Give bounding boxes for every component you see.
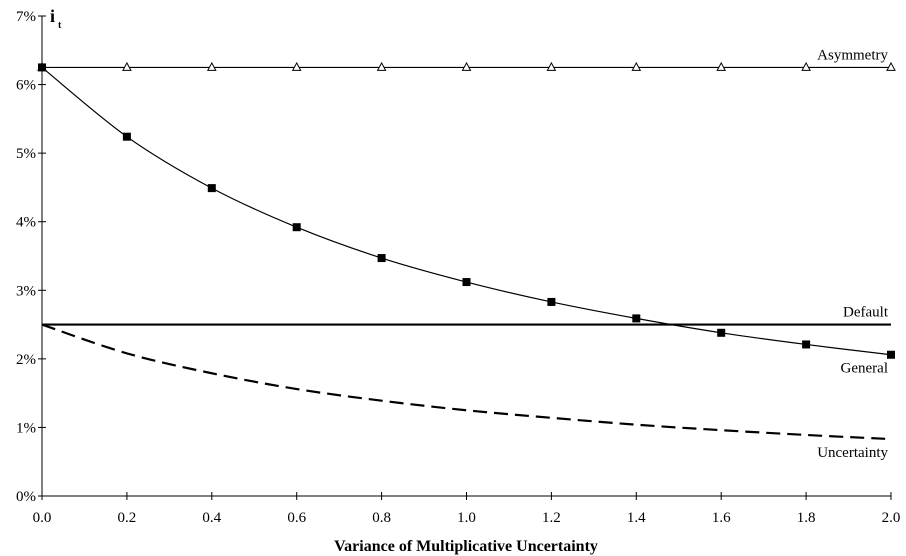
- data-point-asymmetry: [886, 61, 896, 71]
- x-tick-label: 0.6: [287, 510, 306, 526]
- data-point-general: [717, 328, 726, 337]
- y-tick-label: 4%: [16, 215, 36, 231]
- data-point-asymmetry: [631, 61, 642, 71]
- data-point-asymmetry: [291, 61, 302, 71]
- y-tick-label: 1%: [16, 420, 36, 436]
- series-default: Default: [42, 305, 891, 326]
- data-point-general: [547, 297, 556, 306]
- data-point-asymmetry: [376, 61, 387, 71]
- x-tick-label: 2.0: [882, 510, 901, 526]
- y-tick-label: 5%: [16, 146, 36, 162]
- y-tick-label: 0%: [16, 489, 36, 505]
- y-tick-label: 6%: [16, 78, 36, 94]
- y-axis-label: i t: [50, 6, 62, 31]
- series-label-uncertainty: Uncertainty: [817, 445, 888, 461]
- series-label-general: General: [841, 361, 888, 377]
- data-point-general: [802, 340, 811, 349]
- data-point-asymmetry: [716, 61, 727, 71]
- x-tick-label: 0.2: [118, 510, 137, 526]
- x-tick-label: 1.0: [457, 510, 476, 526]
- series-asymmetry: Asymmetry: [37, 47, 896, 71]
- series-label-asymmetry: Asymmetry: [817, 47, 888, 63]
- series-general: General: [38, 63, 895, 377]
- data-point-asymmetry: [206, 61, 217, 71]
- data-point-asymmetry: [122, 61, 132, 71]
- y-axis-label-main: i: [50, 6, 55, 26]
- data-point-general: [887, 350, 895, 359]
- data-point-general: [38, 63, 46, 72]
- axes: [41, 16, 891, 497]
- x-tick-label: 1.8: [797, 510, 816, 526]
- x-tick-label: 0.8: [372, 510, 391, 526]
- y-tick-label: 2%: [16, 352, 36, 368]
- series-line-uncertainty: [41, 323, 892, 441]
- x-tick-label: 0.4: [202, 510, 221, 526]
- x-tick-label: 1.6: [712, 510, 731, 526]
- data-point-asymmetry: [801, 61, 811, 71]
- data-point-general: [122, 132, 131, 141]
- x-axis-title: Variance of Multiplicative Uncertainty: [334, 538, 598, 555]
- y-tick-label: 3%: [16, 283, 36, 299]
- y-axis-label-subscript: t: [58, 20, 62, 31]
- data-point-general: [292, 223, 301, 232]
- series-label-default: Default: [843, 305, 889, 321]
- data-point-general: [207, 184, 216, 193]
- series-uncertainty: Uncertainty: [41, 323, 892, 461]
- x-ticks: 0.0 0.2 0.4 0.6 0.8 1.0 1.2 1.4 1.6 1.8 2.0: [33, 492, 901, 526]
- data-point-general: [632, 314, 641, 323]
- series-line-general: [41, 66, 892, 356]
- x-tick-label: 1.2: [542, 510, 561, 526]
- series-group: Asymmetry General Default Uncertainty: [37, 47, 896, 461]
- y-tick-label: 7%: [16, 9, 36, 25]
- data-point-asymmetry: [546, 61, 557, 71]
- data-point-asymmetry: [461, 61, 472, 71]
- data-point-general: [462, 278, 471, 287]
- y-ticks: 0% 1% 2% 3% 4% 5% 6% 7%: [16, 9, 46, 505]
- data-point-general: [377, 254, 386, 263]
- x-tick-label: 1.4: [627, 510, 646, 526]
- x-tick-label: 0.0: [33, 510, 52, 526]
